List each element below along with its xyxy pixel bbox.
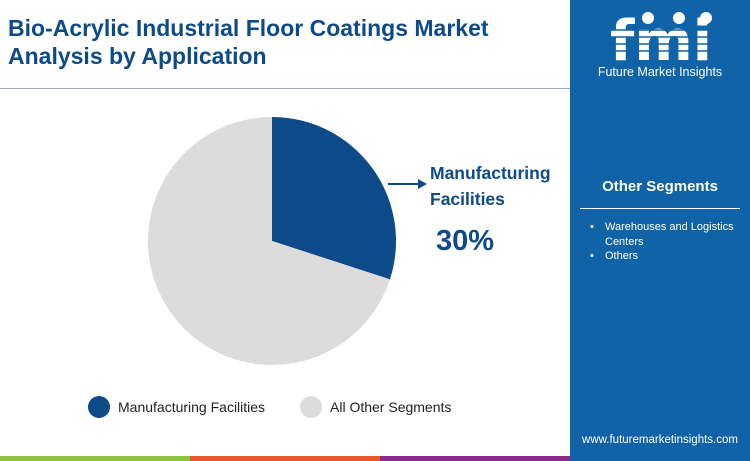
list-item: Warehouses and Logistics Centers — [590, 220, 740, 249]
legend-swatch — [88, 396, 110, 418]
legend-label: Manufacturing Facilities — [118, 399, 266, 415]
other-segments-heading: Other Segments — [602, 178, 718, 195]
fmi-logo: fmi — [596, 10, 726, 65]
website-url: www.futuremarketinsights.com — [582, 434, 738, 446]
legend-swatch — [300, 396, 322, 418]
divider — [580, 208, 740, 209]
brand-name: Future Market Insights — [597, 65, 723, 79]
pie-slice-1 — [147, 117, 390, 366]
list-item: Others — [590, 249, 740, 264]
footer-bar-orange — [190, 456, 380, 461]
annotation-label: Manufacturing Facilities — [430, 163, 551, 209]
footer-bar-green — [0, 456, 190, 461]
legend-item-other: All Other Segments — [300, 396, 451, 418]
annotation-value: 30% — [436, 225, 495, 257]
page-title: Bio-Acrylic Industrial Floor Coatings Ma… — [8, 15, 489, 69]
pie-slice-0 — [272, 117, 396, 280]
footer-bar-purple — [380, 456, 570, 461]
legend-item-manufacturing: Manufacturing Facilities — [88, 396, 265, 418]
legend-label: All Other Segments — [330, 399, 452, 415]
other-segments-list: Warehouses and Logistics Centers Others — [590, 220, 740, 264]
arrow-head-icon — [418, 179, 427, 189]
divider — [0, 88, 570, 89]
pie-chart — [147, 117, 427, 366]
